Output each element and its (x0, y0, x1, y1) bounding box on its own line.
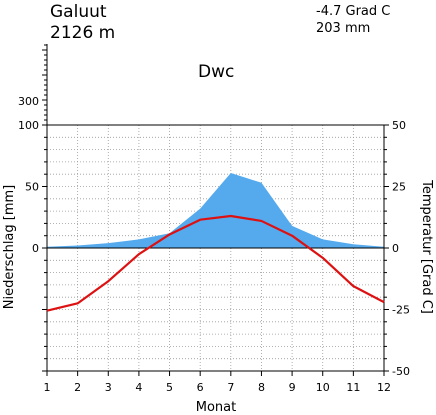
plot-frame (46, 124, 385, 372)
left-tick-labels: 0 50 100 300 (18, 95, 39, 255)
x-tick-label: 5 (166, 381, 173, 394)
right-tick-labels: -50 -25 0 25 50 (392, 119, 410, 378)
annual-precipitation: 203 mm (316, 21, 370, 36)
x-tick-labels: 1 2 3 4 5 6 7 8 9 10 11 12 (44, 381, 392, 394)
x-tick-label: 12 (377, 381, 391, 394)
mean-temperature: -4.7 Grad C (316, 4, 390, 19)
right-tick-label: 50 (392, 119, 406, 132)
x-tick-label: 10 (316, 381, 330, 394)
left-tick-label: 300 (18, 95, 39, 108)
x-tick-label: 11 (346, 381, 360, 394)
x-tick-label: 4 (135, 381, 142, 394)
x-tick-label: 3 (105, 381, 112, 394)
x-tick-label: 8 (258, 381, 265, 394)
x-tick-label: 1 (44, 381, 51, 394)
upper-precip-axis (42, 44, 48, 126)
temperature-line (46, 214, 385, 312)
x-tick-label: 6 (197, 381, 204, 394)
right-tick-label: 25 (392, 181, 406, 194)
left-tick-label: 0 (32, 242, 39, 255)
climate-classification: Dwc (198, 62, 234, 82)
right-tick-label: -25 (392, 304, 410, 317)
left-axis-label: Niederschlag [mm] (2, 185, 17, 310)
precipitation-area (47, 172, 384, 248)
left-tick-label: 100 (18, 119, 39, 132)
station-name: Galuut (50, 2, 107, 22)
right-tick-label: -50 (392, 365, 410, 378)
x-tick-label: 7 (227, 381, 234, 394)
right-axis-label: Temperatur [Grad C] (419, 179, 434, 314)
right-tick-label: 0 (392, 242, 399, 255)
left-tick-label: 50 (25, 181, 39, 194)
axis-ticks (42, 124, 389, 376)
x-tick-label: 2 (74, 381, 81, 394)
station-elevation: 2126 m (50, 23, 115, 43)
x-tick-label: 9 (289, 381, 296, 394)
x-axis-label: Monat (196, 400, 236, 415)
